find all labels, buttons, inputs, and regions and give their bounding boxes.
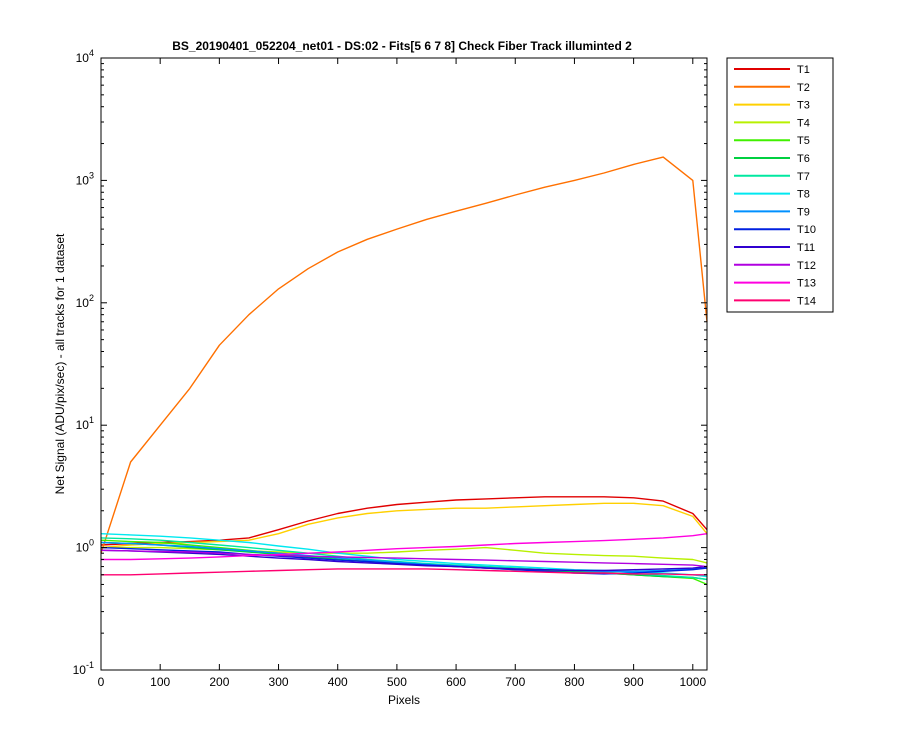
series-line-t2	[100, 156, 708, 554]
legend-label-t9: T9	[797, 206, 810, 218]
chart-title: BS_20190401_052204_net01 - DS:02 - Fits[…	[172, 39, 632, 53]
y-tick-base: 10	[76, 541, 90, 555]
x-tick-label: 400	[328, 675, 348, 689]
series-layer	[100, 156, 708, 586]
series-line-t14	[101, 568, 707, 576]
y-tick-exponent: 1	[89, 415, 94, 425]
y-tick-exponent: 4	[89, 48, 94, 58]
x-tick-label: 800	[564, 675, 584, 689]
x-tick-label: 700	[505, 675, 525, 689]
series-line-t3	[100, 502, 708, 549]
series-line-t11	[100, 549, 708, 572]
legend-label-t1: T1	[797, 64, 810, 76]
y-tick-exponent: 2	[89, 293, 94, 303]
y-tick-base: 10	[73, 663, 87, 677]
legend-label-t8: T8	[797, 189, 810, 201]
legend-label-t3: T3	[797, 100, 810, 112]
plot-area: 0 100 200 300 400 500 600 700 800 900 1000 10-1100…	[73, 48, 708, 689]
legend-label-t4: T4	[797, 117, 810, 129]
legend-box	[726, 57, 834, 313]
y-tick-base: 10	[76, 173, 90, 187]
y-axis-label: Net Signal (ADU/pix/sec) - all tracks fo…	[53, 233, 67, 494]
series-line-t12	[100, 549, 708, 568]
axes-box	[100, 57, 708, 671]
legend-label-t12: T12	[797, 260, 816, 272]
legend-label-t13: T13	[797, 278, 816, 290]
legend: T1 T2 T3 T4 T5 T6 T7 T8 T9 T10 T11 T12 T13 T14	[726, 57, 834, 313]
y-tick-label: 101	[76, 415, 94, 432]
y-tick-label: 10-1	[73, 660, 94, 677]
x-axis-label: Pixels	[388, 693, 420, 707]
y-tick-exponent: 3	[89, 170, 94, 180]
y-tick-base: 10	[76, 51, 90, 65]
legend-label-t2: T2	[797, 82, 810, 94]
legend-items: T1 T2 T3 T4 T5 T6 T7 T8 T9 T10 T11 T12 T13 T14	[734, 64, 816, 307]
y-tick-label: 104	[76, 48, 94, 65]
legend-label-t14: T14	[797, 295, 816, 307]
legend-label-t5: T5	[797, 135, 810, 147]
series-line-t13	[101, 533, 708, 561]
legend-label-t6: T6	[797, 153, 810, 165]
y-tick-exponent: -1	[86, 660, 94, 670]
y-tick-label: 103	[76, 170, 94, 187]
legend-label-t11: T11	[797, 242, 815, 254]
plot-background	[101, 58, 707, 670]
y-tick-label: 100	[76, 538, 94, 555]
legend-label-t7: T7	[797, 171, 810, 183]
y-tick-label: 102	[76, 293, 94, 310]
y-tick-exponent: 0	[89, 538, 94, 548]
x-tick-label: 900	[624, 675, 644, 689]
series-line-t9	[100, 541, 708, 572]
x-tick-label: 500	[387, 675, 407, 689]
x-axis-ticks: 0 100 200 300 400 500 600 700 800 900 1000	[98, 58, 706, 689]
x-tick-label: 300	[269, 675, 289, 689]
y-tick-base: 10	[76, 418, 90, 432]
x-tick-label: 600	[446, 675, 466, 689]
x-tick-label: 0	[98, 675, 105, 689]
y-tick-base: 10	[76, 296, 90, 310]
x-tick-label: 1000	[679, 675, 706, 689]
x-tick-label: 100	[150, 675, 170, 689]
series-line-t1	[100, 496, 708, 546]
legend-label-t10: T10	[797, 224, 816, 236]
x-tick-label: 200	[209, 675, 229, 689]
